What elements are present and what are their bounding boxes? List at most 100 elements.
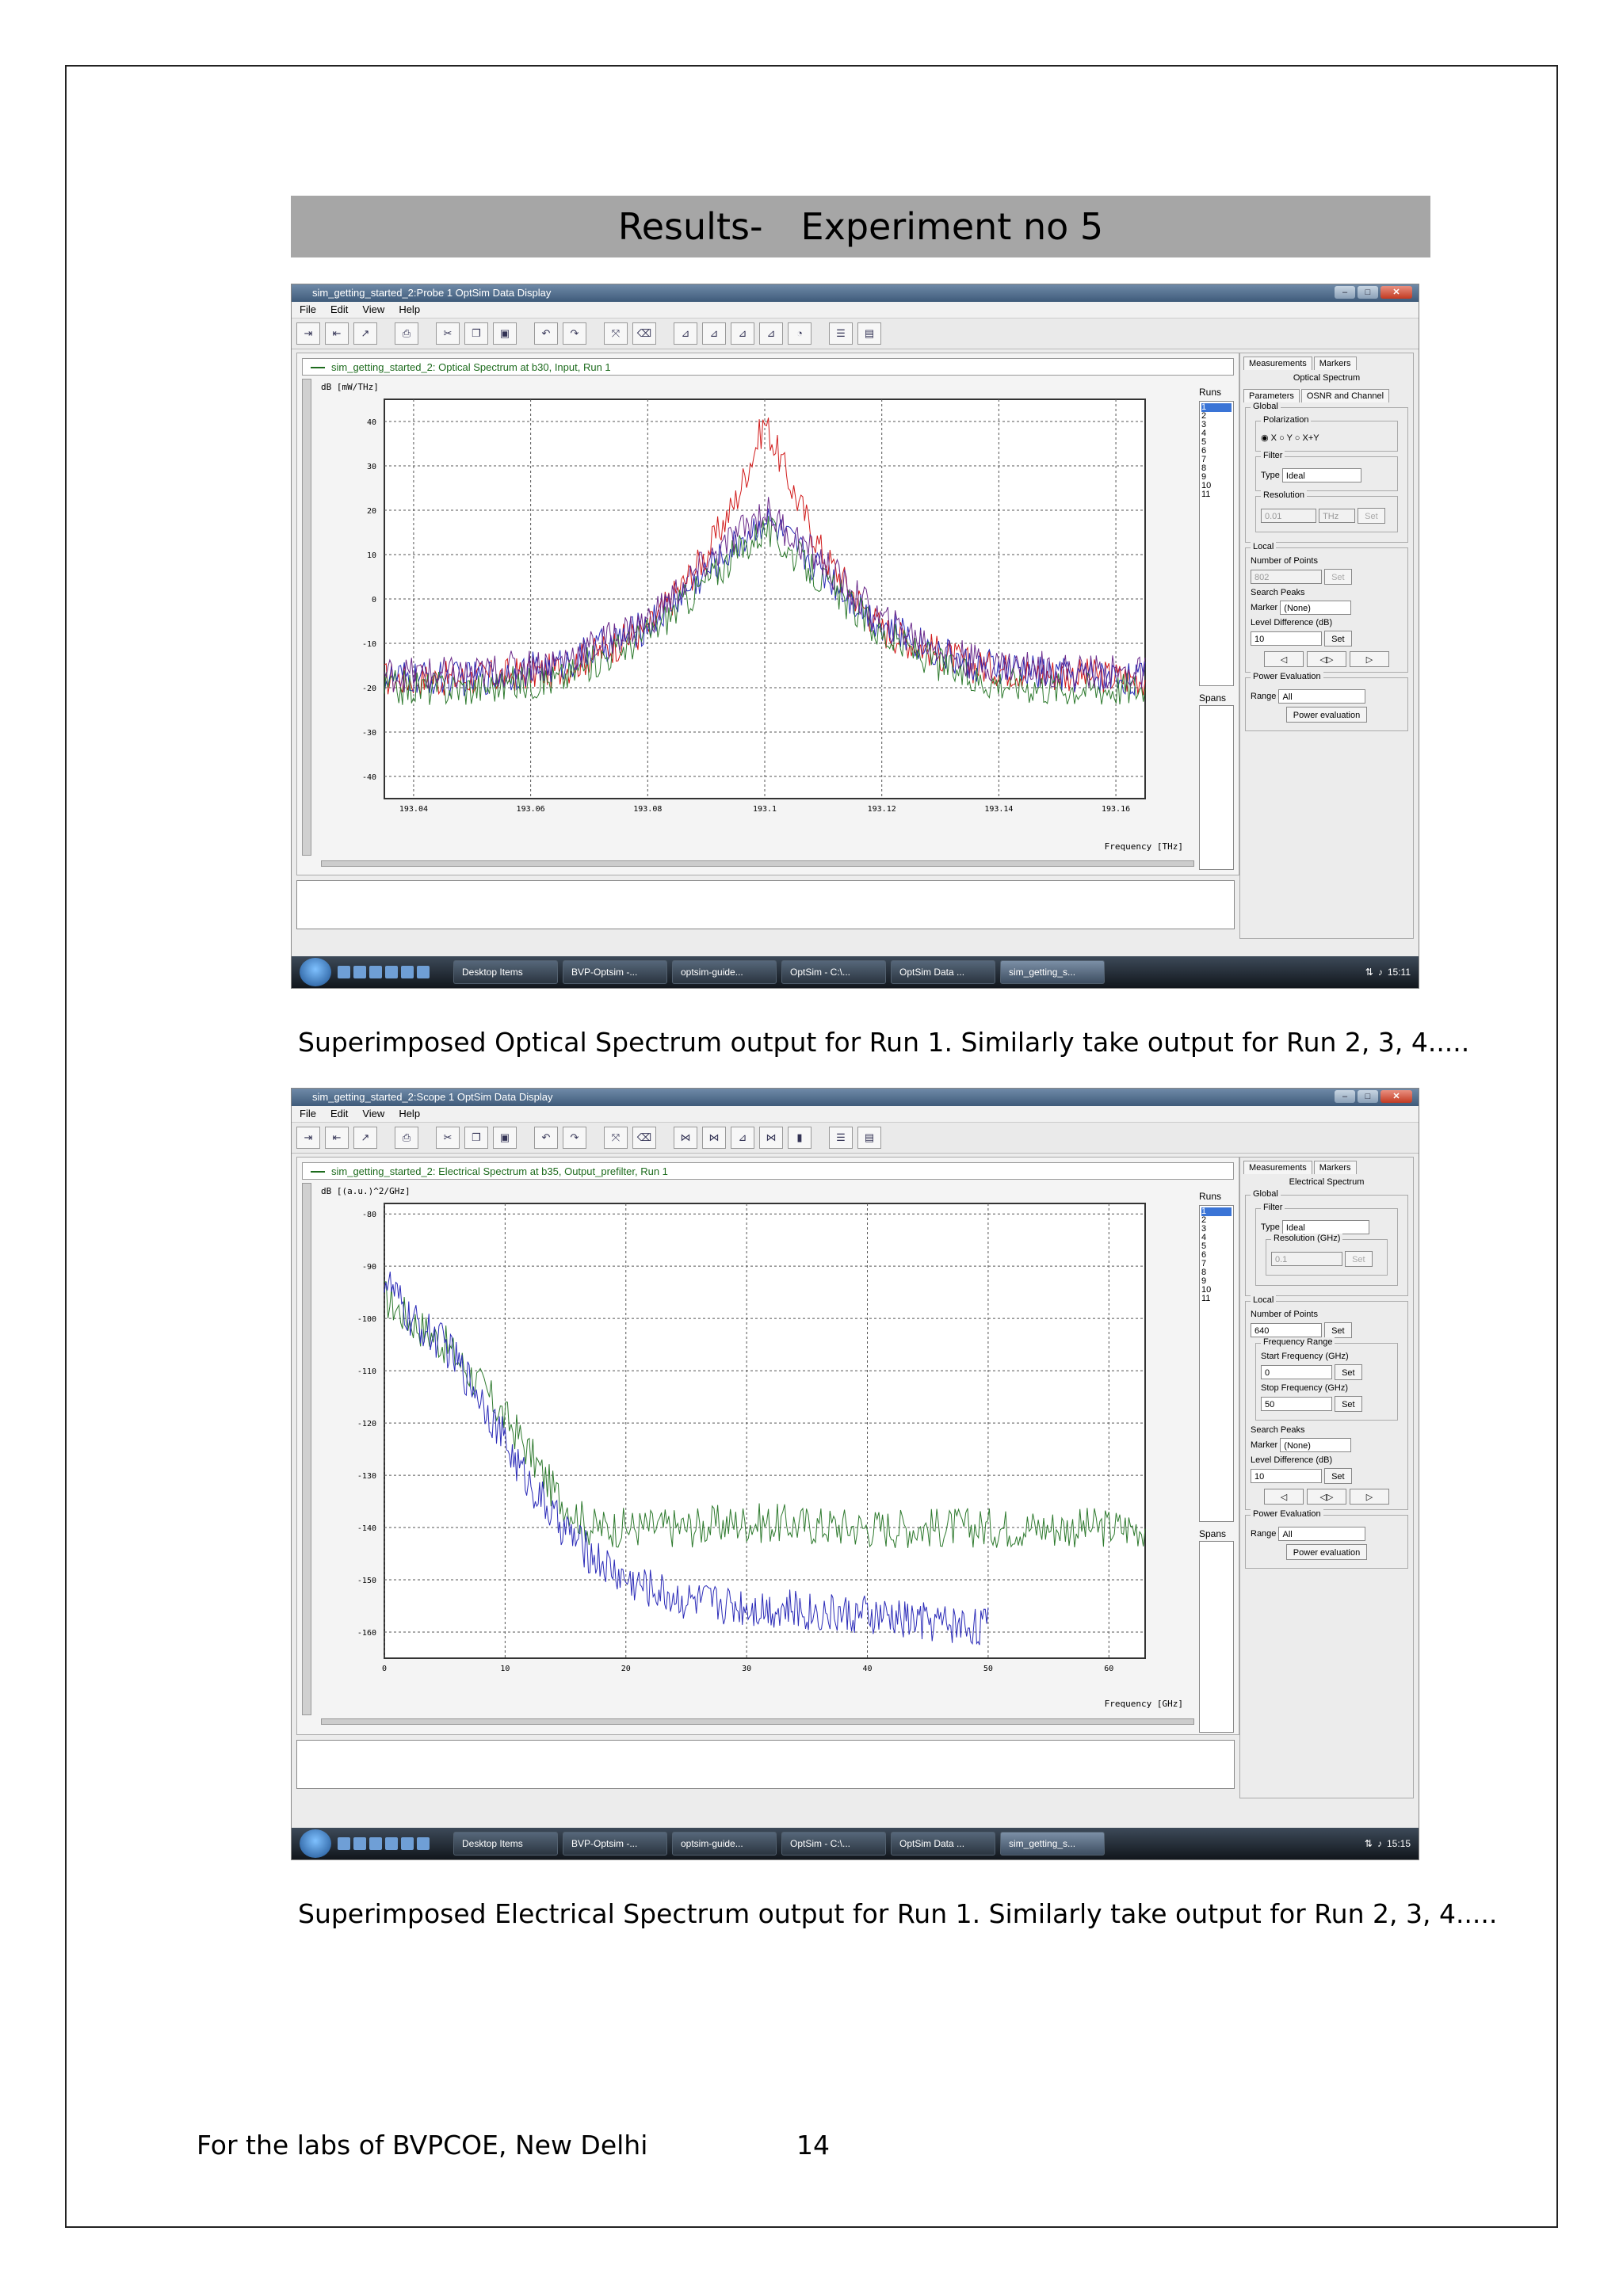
redo-icon[interactable]: ↷ [563,322,586,345]
volume-icon[interactable]: ♪ [1377,1838,1382,1849]
run-item[interactable]: 7 [1201,455,1207,464]
network-icon[interactable]: ⇅ [1365,967,1373,978]
runs-list[interactable]: 1 2 3 4 5 6 7 8 9 10 11 [1199,401,1234,686]
undo-icon[interactable]: ↶ [534,322,558,345]
run-item[interactable]: 6 [1201,1250,1207,1260]
menu-view[interactable]: View [362,303,385,315]
ql-icon[interactable] [417,966,430,978]
run-item[interactable]: 11 [1201,1294,1211,1303]
range-select[interactable]: All [1278,1527,1366,1541]
radio-xy-icon[interactable]: ○ [1294,433,1300,443]
taskbar-item[interactable]: OptSim Data ... [891,960,995,984]
maximize-button[interactable]: □ [1358,286,1378,299]
ql-icon[interactable] [401,1837,414,1850]
start-orb-icon[interactable] [300,958,331,986]
tab-markers[interactable]: Markers [1313,357,1357,370]
taskbar-item[interactable]: OptSim - C:\... [781,960,886,984]
run-item[interactable]: 11 [1201,490,1211,499]
start-frequency-input[interactable]: 0 [1261,1365,1332,1379]
copy-icon[interactable]: ❐ [464,322,488,345]
stop-frequency-input[interactable]: 50 [1261,1397,1332,1411]
run-item[interactable]: 1 [1201,1207,1232,1216]
num-points-input[interactable]: 640 [1251,1323,1322,1337]
volume-icon[interactable]: ♪ [1377,967,1383,978]
resolution-input[interactable]: 0.1 [1271,1252,1342,1266]
num-points-set-button[interactable]: Set [1324,1322,1352,1338]
resolution-set-button[interactable]: Set [1358,508,1385,524]
minimize-button[interactable]: – [1335,286,1355,299]
menu-file[interactable]: File [300,1108,316,1119]
vertical-slider[interactable] [302,1183,311,1715]
runs-list[interactable]: 1 2 3 4 5 6 7 8 9 10 11 [1199,1205,1234,1522]
close-button[interactable]: ✕ [1381,1090,1412,1103]
run-item[interactable]: 3 [1201,1224,1207,1234]
tab-measurements[interactable]: Measurements [1243,357,1312,370]
run-item[interactable]: 1 [1201,403,1232,412]
run-item[interactable]: 10 [1201,1285,1212,1295]
prev-peak-icon[interactable]: ◁ [1264,651,1304,667]
histogram-icon[interactable]: ▮ [788,1127,812,1149]
properties-icon[interactable]: ☰ [829,1127,853,1149]
radio-x-icon[interactable]: ◉ [1261,433,1269,443]
window-icon[interactable]: ▤ [857,322,881,345]
menu-view[interactable]: View [362,1108,385,1119]
paste-icon[interactable]: ▣ [493,322,517,345]
menu-help[interactable]: Help [399,1108,421,1119]
taskbar-item[interactable]: OptSim - C:\... [781,1832,886,1855]
range-select[interactable]: All [1278,689,1366,704]
ql-icon[interactable] [385,1837,398,1850]
next-peak-icon[interactable]: ▷ [1350,1489,1389,1505]
resolution-unit-select[interactable]: THz [1319,509,1356,523]
eye-diagram-icon[interactable]: ⋈ [674,1127,697,1149]
taskbar-item[interactable]: BVP-Optsim -... [563,1832,667,1855]
run-item[interactable]: 8 [1201,1268,1207,1277]
run-item[interactable]: 4 [1201,1233,1207,1242]
run-item[interactable]: 8 [1201,463,1207,473]
vertical-slider[interactable] [302,379,311,856]
clock[interactable]: 15:15 [1386,1838,1411,1849]
taskbar-item[interactable]: Desktop Items [453,960,558,984]
run-item[interactable]: 9 [1201,1276,1207,1286]
print-icon[interactable]: ⎙ [395,322,418,345]
menu-edit[interactable]: Edit [330,303,349,315]
cut-icon[interactable]: ✂ [436,1127,460,1149]
prev-peak-icon[interactable]: ◁ [1264,1489,1304,1505]
paste-icon[interactable]: ▣ [493,1127,517,1149]
tab-osnr[interactable]: OSNR and Channel [1300,389,1390,402]
run-item[interactable]: 6 [1201,446,1207,456]
level-diff-input[interactable]: 10 [1251,1469,1322,1483]
undo-icon[interactable]: ↶ [534,1127,558,1149]
run-item[interactable]: 5 [1201,437,1207,447]
ql-icon[interactable] [401,966,414,978]
taskbar-item[interactable]: sim_getting_s... [1000,960,1105,984]
ql-icon[interactable] [417,1837,430,1850]
maximize-button[interactable]: □ [1358,1090,1378,1103]
ql-icon[interactable] [338,1837,350,1850]
level-set-button[interactable]: Set [1324,631,1352,646]
start-orb-icon[interactable] [300,1829,331,1858]
tab-markers[interactable]: Markers [1313,1161,1357,1174]
run-item[interactable]: 2 [1201,411,1207,421]
eye-diagram-2-icon[interactable]: ⋈ [702,1127,726,1149]
cut-icon[interactable]: ✂ [436,322,460,345]
power-evaluation-button[interactable]: Power evaluation [1285,707,1368,723]
run-item[interactable]: 3 [1201,420,1207,429]
run-item[interactable]: 10 [1201,481,1212,490]
close-button[interactable]: ✕ [1381,286,1412,299]
tab-parameters[interactable]: Parameters [1243,389,1300,402]
plot-mode-2-icon[interactable]: ⊿ [702,322,726,345]
network-icon[interactable]: ⇅ [1364,1838,1373,1849]
zoom-fit-icon[interactable]: ⤧ [604,1127,628,1149]
eraser-icon[interactable]: ⌫ [632,1127,656,1149]
start-set-button[interactable]: Set [1335,1364,1362,1380]
eye-diagram-3-icon[interactable]: ⋈ [759,1127,783,1149]
plot-mode-icon[interactable]: ⊿ [674,322,697,345]
menu-file[interactable]: File [300,303,316,315]
ql-icon[interactable] [338,966,350,978]
ql-icon[interactable] [385,966,398,978]
horizontal-slider[interactable] [321,1718,1194,1725]
power-evaluation-button[interactable]: Power evaluation [1285,1544,1368,1560]
eraser-icon[interactable]: ⌫ [632,322,656,345]
plot-mode-5-icon[interactable]: ◔ [788,322,812,345]
run-item[interactable]: 9 [1201,472,1207,482]
